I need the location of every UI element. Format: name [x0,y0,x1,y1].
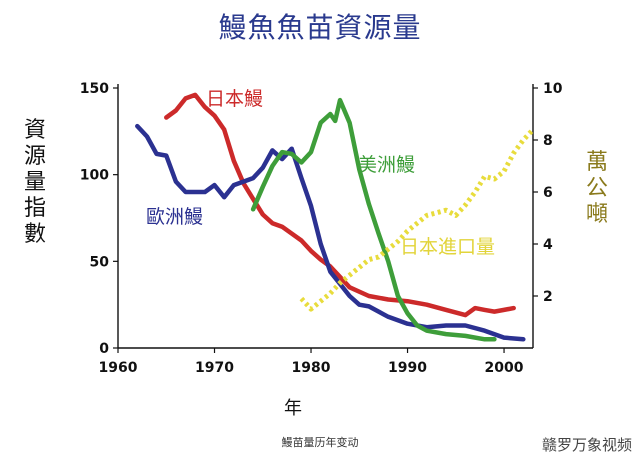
series-line-2 [250,97,497,342]
x-tick-label: 2000 [485,360,524,376]
series-label-japan-imports: 日本進口量 [400,236,496,258]
y-left-tick-label: 100 [80,168,109,184]
x-tick-label: 1970 [195,360,234,376]
y-axis-right-label: 萬公噸 [585,150,608,227]
y-left-tick-label: 150 [80,81,109,97]
y-left-tick-label: 50 [90,254,110,270]
y-axis-left-label: 資源量指數 [23,118,46,247]
y-right-tick-label: 2 [543,289,553,305]
x-tick-label: 1960 [99,360,138,376]
x-tick-label: 1990 [388,360,427,376]
x-tick-label: 1980 [292,360,331,376]
watermark-text: 赣罗万象视频 [541,436,632,454]
y-left-tick-label: 0 [99,341,109,357]
x-axis-label: 年 [284,398,302,419]
chart-series-lines [135,92,535,342]
chart-title: 鰻魚魚苗資源量 [218,11,422,44]
series-label-european-eel: 歐洲鰻 [146,206,204,228]
series-line-3 [299,127,535,312]
series-label-american-eel: 美洲鰻 [358,154,416,176]
y-right-tick-label: 6 [543,185,553,201]
chart-axes [117,84,534,349]
y-right-tick-label: 8 [543,133,553,149]
chart-ticks: 1960 1970 1980 1990 2000 0 50 100 150 2 4 6 8 10 [80,81,563,376]
series-label-japan-eel: 日本鰻 [206,88,264,110]
y-right-tick-label: 4 [543,237,553,253]
figure-caption: 鰻苗量历年变动 [281,436,359,449]
series-line-0 [164,92,516,318]
y-right-tick-label: 10 [543,81,563,97]
